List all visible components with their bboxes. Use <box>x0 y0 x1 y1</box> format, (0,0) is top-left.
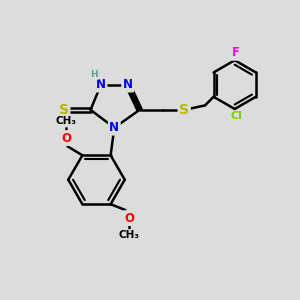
Text: CH₃: CH₃ <box>56 116 76 126</box>
Text: N: N <box>123 78 133 91</box>
Text: CH₃: CH₃ <box>118 230 140 240</box>
Text: S: S <box>179 103 189 117</box>
Text: N: N <box>96 78 106 91</box>
Text: S: S <box>59 103 69 117</box>
Text: H: H <box>91 70 98 79</box>
Text: N: N <box>109 121 119 134</box>
Text: O: O <box>61 131 71 145</box>
Text: F: F <box>232 46 240 59</box>
Text: Cl: Cl <box>230 111 242 122</box>
Text: O: O <box>124 212 134 225</box>
